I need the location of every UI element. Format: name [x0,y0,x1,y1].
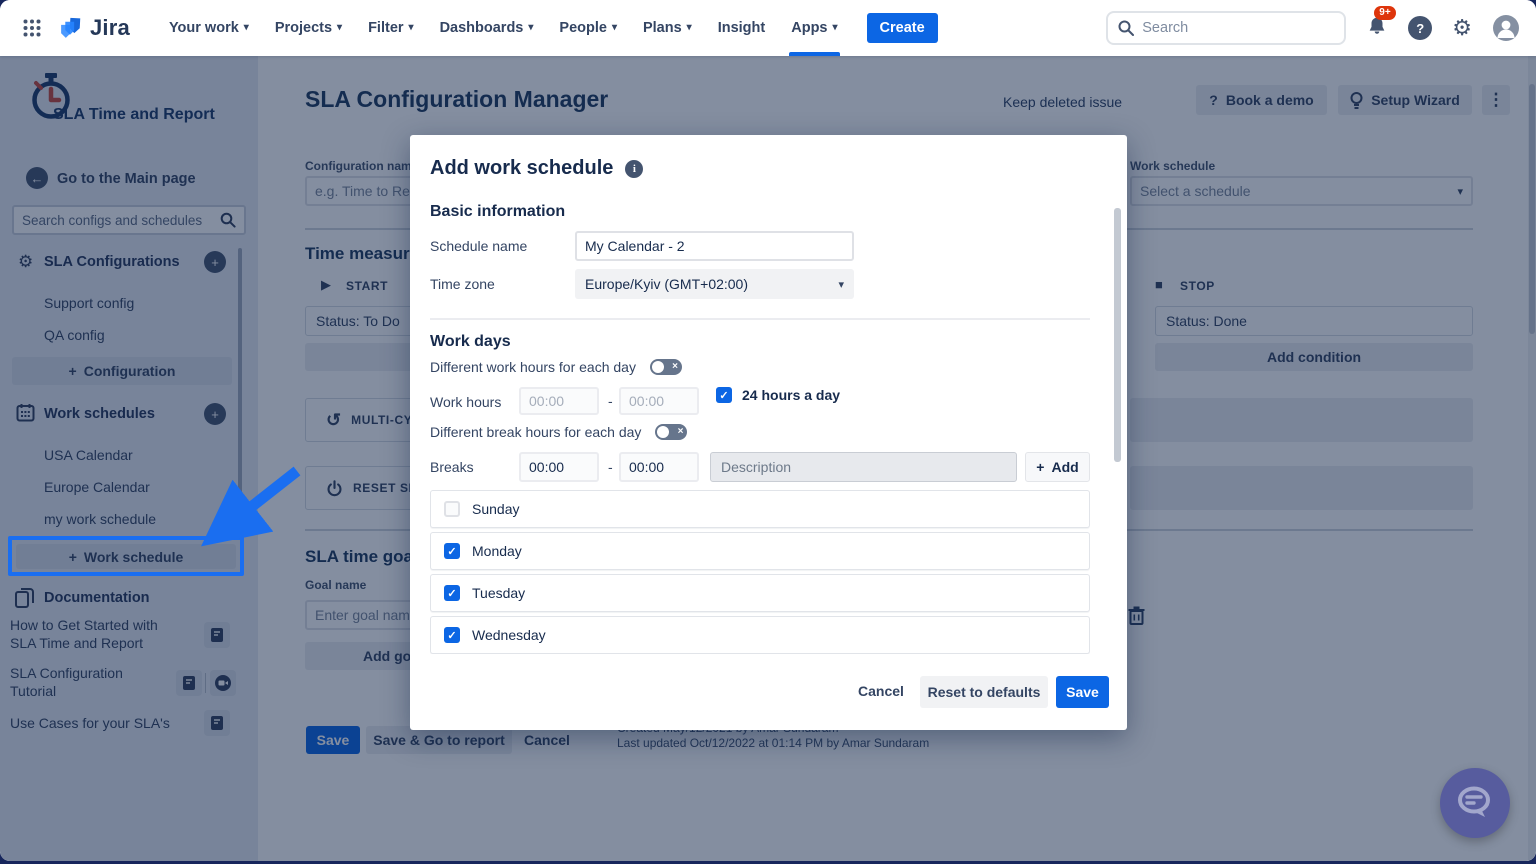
chevron-down-icon: ▾ [832,22,838,33]
global-search[interactable] [1106,11,1347,45]
diff-break-hours-label: Different break hours for each day [430,424,642,440]
nav-plans[interactable]: Plans ▾ [642,20,692,36]
work-days-title: Work days [430,333,511,350]
schedule-name-input[interactable] [575,231,854,261]
range-dash: - [608,393,613,409]
work-hours-to-input[interactable]: 00:00 [619,387,699,415]
toggle-off-icon: × [672,361,678,372]
chevron-down-icon: ▾ [838,278,844,291]
chevron-down-icon: ▾ [611,22,617,33]
add-break-button[interactable]: + Add [1025,452,1090,482]
chevron-down-icon: ▾ [337,22,343,33]
search-input[interactable] [1142,20,1313,36]
diff-work-hours-label: Different work hours for each day [430,359,636,375]
nav-projects[interactable]: Projects ▾ [274,20,343,36]
modal-title: Add work schedule [430,157,614,179]
timezone-label: Time zone [430,276,495,292]
schedule-name-label: Schedule name [430,238,528,254]
chevron-down-icon: ▾ [243,22,249,33]
break-from-input[interactable]: 00:00 [519,452,599,482]
all-day-checkbox[interactable]: ✓ [716,387,732,403]
avatar[interactable] [1492,14,1520,42]
divider [430,318,1090,320]
work-hours-from-input[interactable]: 00:00 [519,387,599,415]
day-row-wednesday[interactable]: ✓ Wednesday [430,616,1090,654]
modal-save-button[interactable]: Save [1056,676,1109,708]
nav-dashboards[interactable]: Dashboards ▾ [439,20,534,36]
settings-gear-icon[interactable]: ⚙ [1452,15,1472,40]
chat-fab-button[interactable] [1440,768,1510,838]
days-list: ✓ Sunday ✓ Monday ✓ Tuesday ✓ Wednesday [430,490,1090,654]
plus-icon: + [1036,459,1045,475]
nav-people[interactable]: People ▾ [559,20,617,36]
chevron-down-icon: ▾ [686,22,692,33]
create-button[interactable]: Create [866,13,938,43]
break-description-input[interactable]: Description [710,452,1017,482]
jira-logo-icon [61,17,81,38]
diff-break-hours-toggle[interactable]: × [655,424,688,440]
modal-scrollbar-thumb[interactable] [1114,208,1121,462]
day-checkbox[interactable]: ✓ [444,543,460,559]
timezone-select[interactable]: Europe/Kyiv (GMT+02:00) ▾ [575,269,854,299]
nav-your-work[interactable]: Your work ▾ [168,20,249,36]
chevron-down-icon: ▾ [528,22,534,33]
question-icon: ? [1416,20,1425,36]
day-checkbox[interactable]: ✓ [444,585,460,601]
day-checkbox[interactable]: ✓ [444,501,460,517]
annotation-highlight-box [8,536,244,576]
content-area: SLA Time and Report ← Go to the Main pag… [0,56,1536,861]
day-row-tuesday[interactable]: ✓ Tuesday [430,574,1090,612]
chevron-down-icon: ▾ [408,22,414,33]
basic-information-title: Basic information [430,203,566,220]
day-row-sunday[interactable]: ✓ Sunday [430,490,1090,528]
info-icon[interactable]: i [625,159,644,178]
jira-wordmark: Jira [90,15,130,40]
jira-logo[interactable]: Jira [58,15,130,41]
work-hours-label: Work hours [430,394,502,410]
bell-icon [1369,17,1385,34]
reset-defaults-button[interactable]: Reset to defaults [920,676,1048,708]
diff-work-hours-toggle[interactable]: × [649,359,682,375]
modal-cancel-button[interactable]: Cancel [858,683,904,699]
help-button[interactable]: ? [1408,16,1433,40]
nav-insight[interactable]: Insight [717,20,766,36]
nav-filter[interactable]: Filter ▾ [368,20,414,36]
break-to-input[interactable]: 00:00 [619,452,699,482]
day-row-monday[interactable]: ✓ Monday [430,532,1090,570]
notifications-badge: 9+ [1374,5,1396,20]
all-day-label: 24 hours a day [742,387,841,403]
app-switcher-icon[interactable] [16,12,48,44]
top-nav: Jira Your work ▾ Projects ▾ Filter ▾ Das… [0,0,1536,56]
chat-bubble-icon [1458,786,1490,817]
breaks-label: Breaks [430,459,474,475]
range-dash: - [608,459,613,475]
nav-apps[interactable]: Apps ▾ [789,0,840,56]
toggle-off-icon: × [677,426,684,437]
day-checkbox[interactable]: ✓ [444,627,460,643]
add-work-schedule-modal: Add work schedule i Basic information Sc… [410,135,1127,730]
search-icon [1118,20,1135,36]
notifications-button[interactable]: 9+ [1366,5,1396,42]
